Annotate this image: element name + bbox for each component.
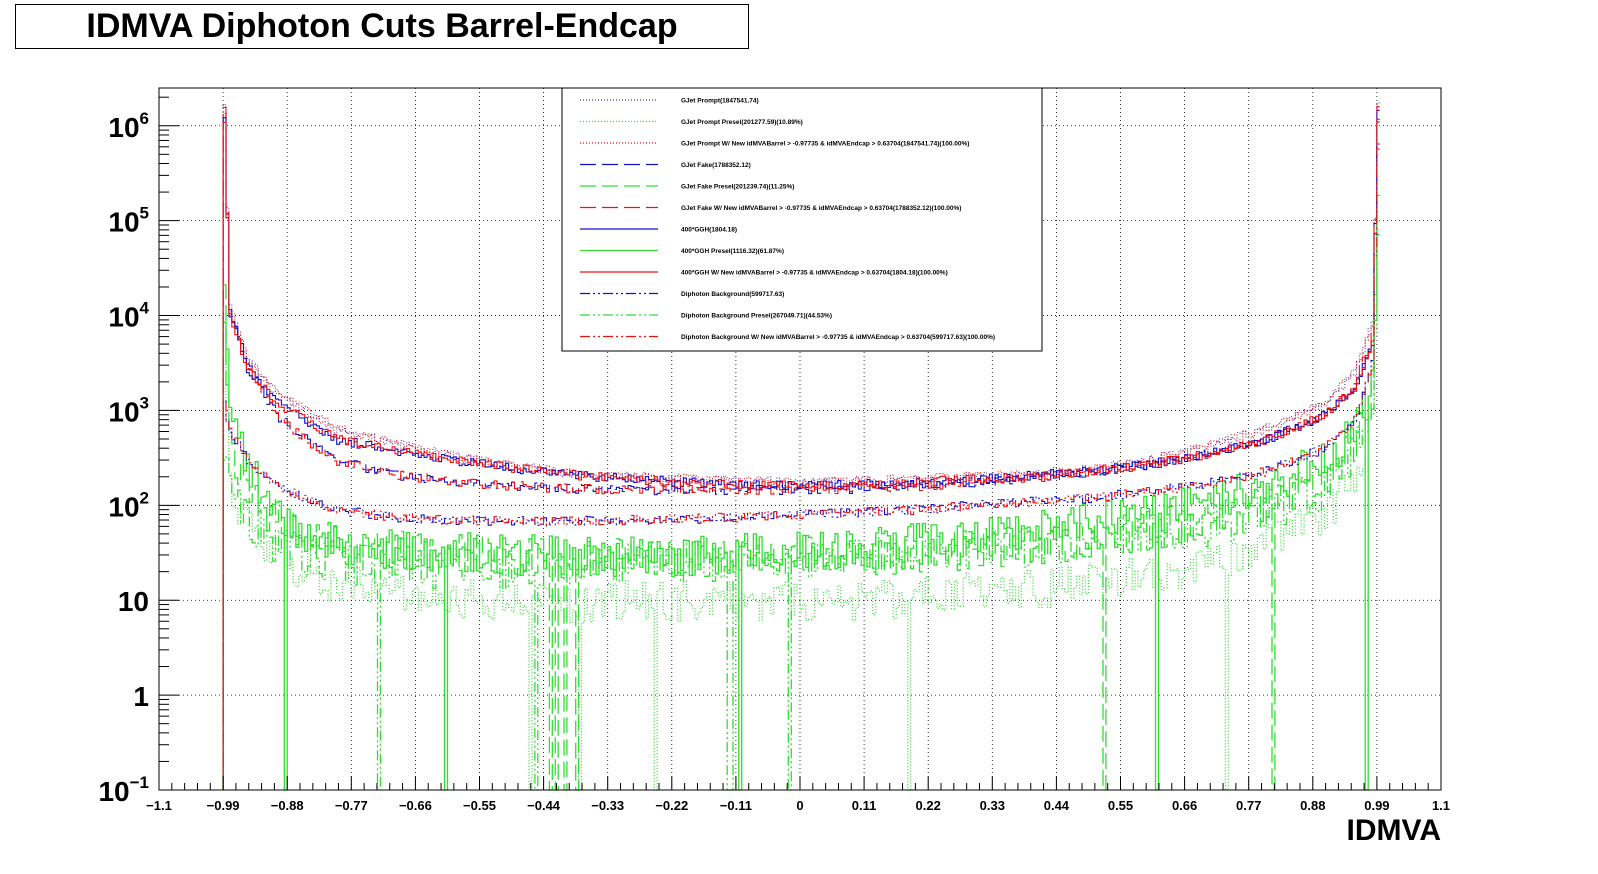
x-tick-label: −0.55 (463, 798, 496, 813)
y-tick-label: 104 (108, 299, 149, 333)
x-tick-label: 0.22 (916, 798, 941, 813)
legend-entry: GJet Prompt W/ New idMVABarrel > -0.9773… (681, 141, 969, 148)
x-tick-label: 0.66 (1172, 798, 1197, 813)
axis-ticks (158, 96, 1442, 791)
x-tick-label: 0.88 (1300, 798, 1325, 813)
legend-entry: GJet Fake(1788352.12) (681, 162, 751, 169)
x-tick-label: −0.66 (399, 798, 432, 813)
x-tick-label: −0.99 (207, 798, 240, 813)
x-tick-label: −0.22 (655, 798, 688, 813)
series-line (222, 220, 1380, 791)
x-tick-label: 0.11 (852, 798, 877, 813)
series-line (222, 118, 1380, 790)
x-tick-labels: −1.1 −0.99 −0.88 −0.77 −0.66 −0.55 −0.44 −0.33 −… (146, 798, 1450, 813)
legend-entry: Diphoton Background Presel(267049.71)(44… (681, 313, 832, 320)
series-line (222, 148, 1380, 790)
x-tick-label: −0.77 (335, 798, 368, 813)
chart-title: IDMVA Diphoton Cuts Barrel-Endcap (15, 4, 749, 49)
y-tick-label: 10 (118, 586, 149, 617)
series-lines (222, 102, 1380, 791)
x-tick-label: 0.77 (1236, 798, 1261, 813)
y-tick-label: 105 (108, 204, 149, 238)
y-tick-label: 102 (108, 488, 149, 522)
x-tick-label: 0.44 (1044, 798, 1070, 813)
y-tick-labels: 10−1 1 10 102 103 104 105 106 (98, 109, 149, 807)
legend-entry: GJet Prompt(1847541.74) (681, 98, 759, 105)
x-tick-label: 0 (796, 798, 803, 813)
x-tick-label: −0.33 (591, 798, 624, 813)
legend-entry: 400*GGH W/ New idMVABarrel > -0.97735 & … (681, 270, 948, 277)
x-tick-label: −0.88 (271, 798, 304, 813)
x-tick-label: 0.99 (1364, 798, 1389, 813)
legend-entry: GJet Fake Presel(201239.74)(11.25%) (681, 184, 794, 191)
legend-entry: 400*GGH(1804.18) (681, 227, 737, 234)
legend-entry: GJet Prompt Presel(201277.59)(10.89%) (681, 119, 803, 126)
x-tick-label: 0.55 (1108, 798, 1133, 813)
y-tick-label: 1 (133, 681, 149, 712)
legend-entry: Diphoton Background(599717.63) (681, 291, 784, 298)
x-tick-label: −0.44 (527, 798, 561, 813)
y-tick-label: 103 (108, 393, 149, 427)
legend-entry: Diphoton Background W/ New idMVABarrel >… (681, 334, 995, 341)
x-tick-label: −1.1 (146, 798, 172, 813)
legend: GJet Prompt(1847541.74) GJet Prompt Prese… (561, 87, 1043, 352)
series-line (222, 143, 1380, 790)
x-tick-label: 1.1 (1432, 798, 1450, 813)
x-tick-label: 0.33 (980, 798, 1005, 813)
legend-entry: GJet Fake W/ New idMVABarrel > -0.97735 … (681, 205, 961, 212)
y-tick-label: 10−1 (98, 773, 149, 807)
x-tick-label: −0.11 (720, 798, 752, 813)
y-tick-label: 106 (108, 109, 149, 143)
x-axis-title: IDMVA (1347, 814, 1441, 847)
legend-entry: 400*GGH Presel(1116.32)(61.87%) (681, 248, 784, 255)
legend-box (561, 87, 1043, 352)
